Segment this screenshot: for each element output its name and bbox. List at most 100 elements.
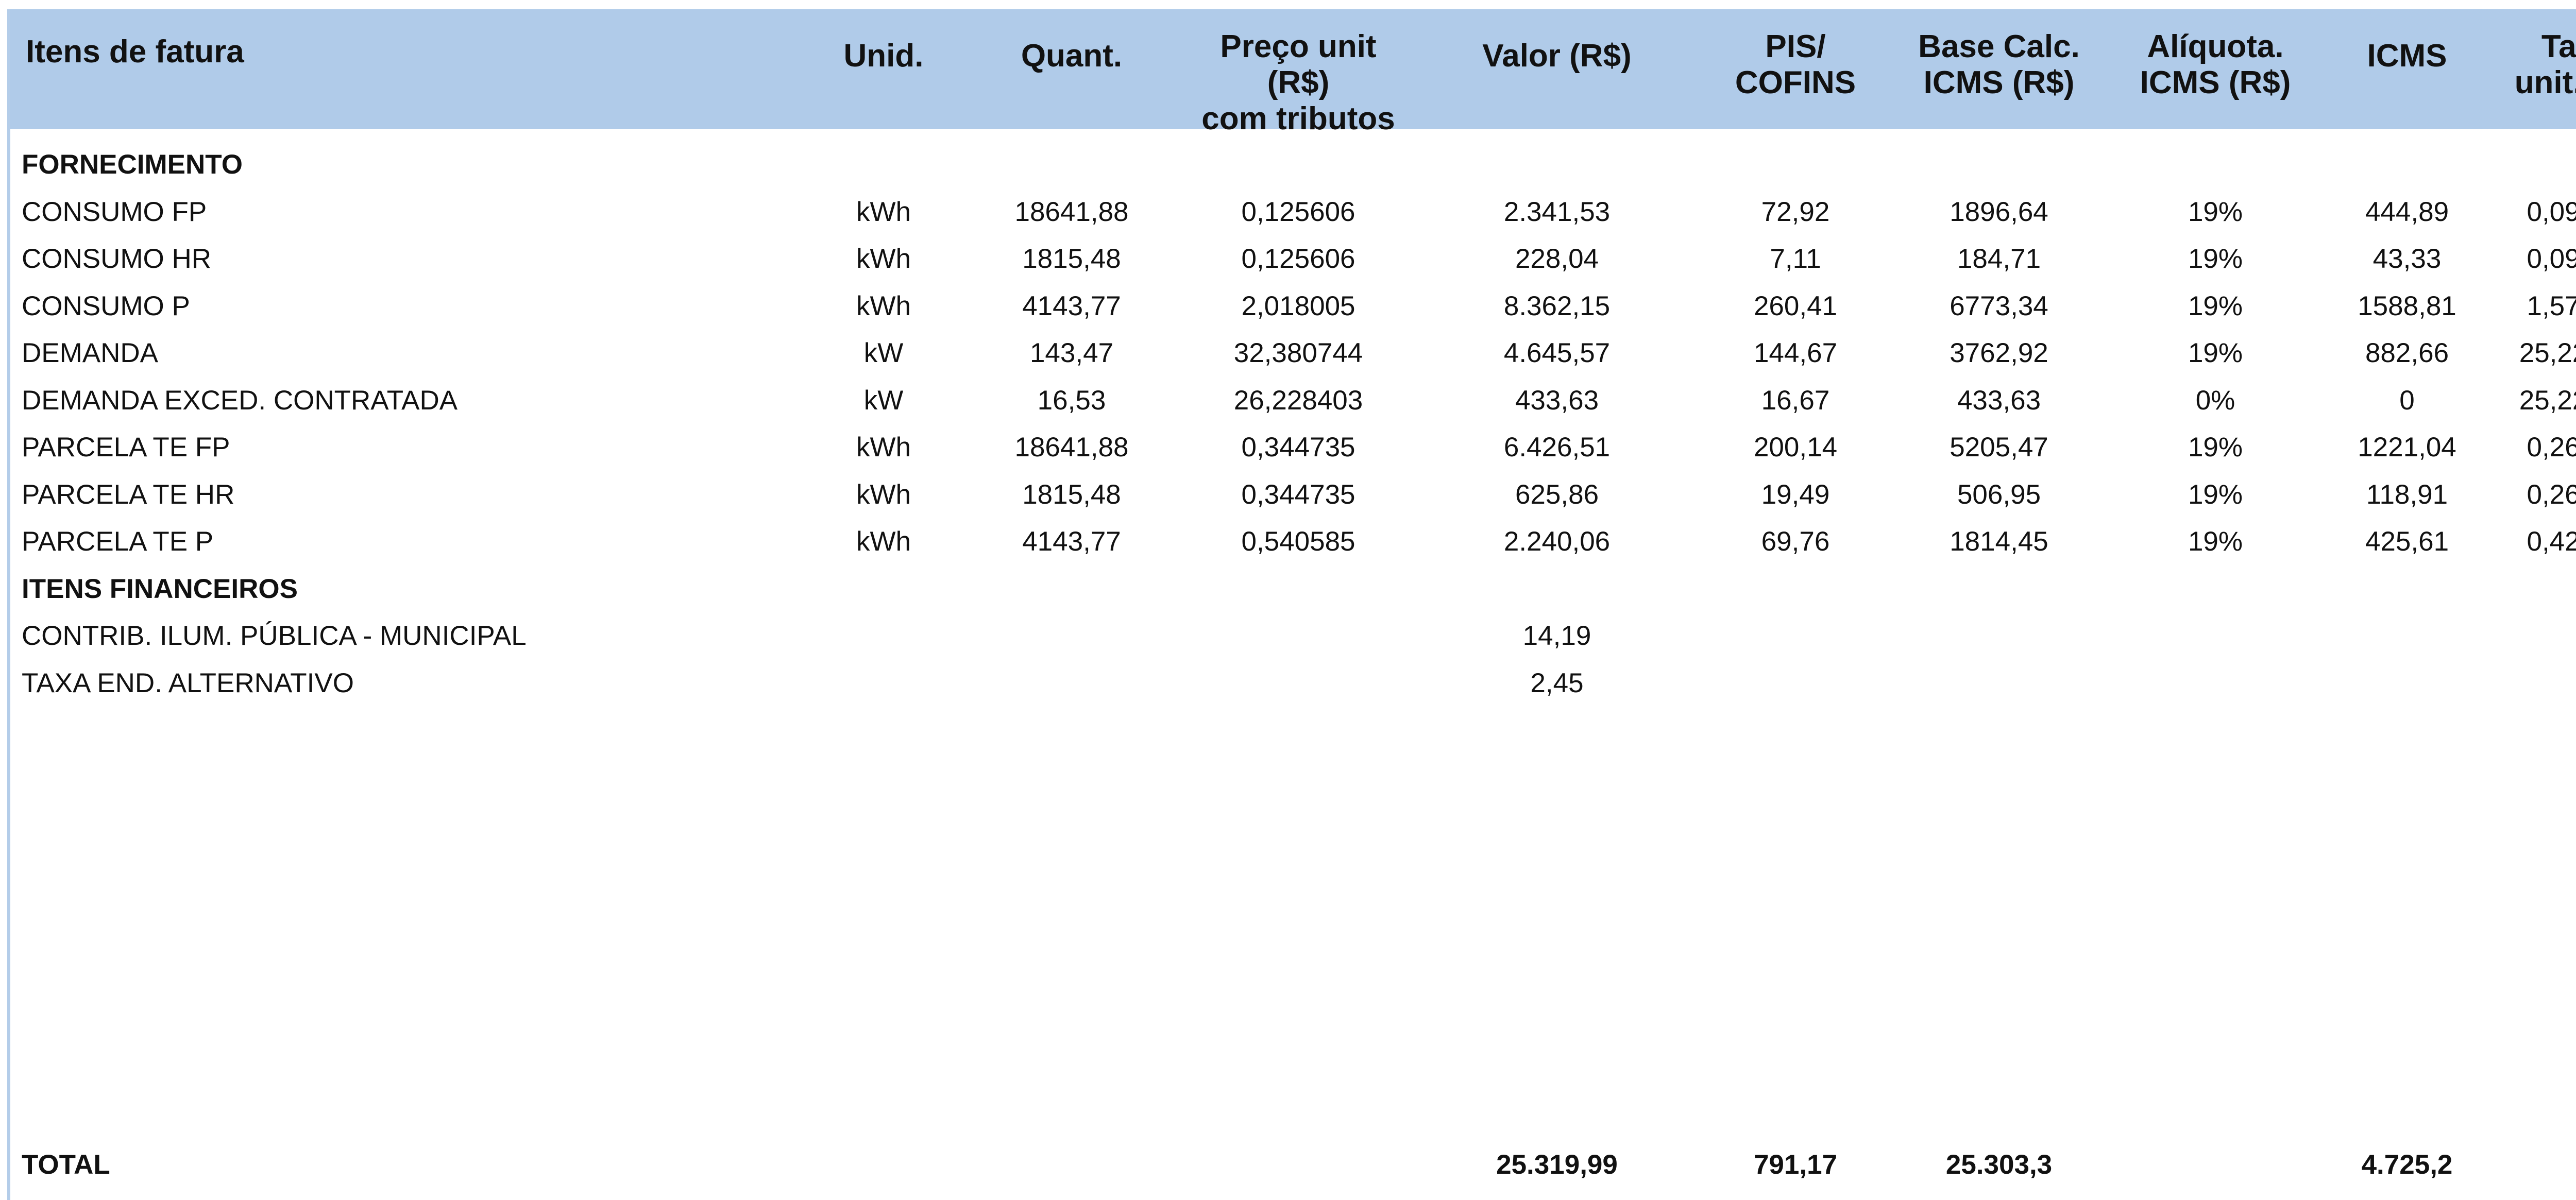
cell-icms-base: 25.303,3 <box>1945 1150 2053 1180</box>
table-row: PARCELA TE P kWh 4143,77 0,540585 2.240,06 69… <box>10 518 2576 565</box>
cell-unit: kW <box>863 385 904 416</box>
cell-quantity: 4143,77 <box>1022 290 1121 321</box>
cell-icms-base: 6773,34 <box>1950 290 2048 321</box>
cell-icms: 882,66 <box>2365 338 2449 368</box>
cell-value: 6.426,51 <box>1503 432 1611 462</box>
table-row: TAXA END. ALTERNATIVO 2,45 <box>10 660 2576 707</box>
cell-unit: kW <box>863 338 904 368</box>
cell-icms: 1221,04 <box>2358 432 2456 462</box>
cell-unit-price: 0,344735 <box>1241 479 1355 510</box>
cell-icms: 4.725,2 <box>2361 1150 2453 1180</box>
table-frame <box>7 9 2576 1200</box>
cell-quantity: 18641,88 <box>1014 196 1129 227</box>
cell-value: 625,86 <box>1515 479 1599 510</box>
table-row: DEMANDA kW 143,47 32,380744 4.645,57 144,67 37… <box>10 330 2576 376</box>
cell-pis-cofins: 72,92 <box>1761 196 1830 227</box>
cell-unit-price: 32,380744 <box>1233 338 1363 368</box>
cell-icms-rate: 0% <box>2195 385 2235 416</box>
header-icms: ICMS <box>2367 38 2447 74</box>
table-row: CONSUMO FP kWh 18641,88 0,125606 2.341,53 72,… <box>10 188 2576 235</box>
header-icms-rate: Alíquota. ICMS (R$) <box>2140 29 2291 100</box>
cell-unit-price: 0,540585 <box>1241 526 1355 557</box>
header-quantity: Quant. <box>1021 38 1123 74</box>
cell-unit-tariff: 0,268500 <box>2527 479 2576 510</box>
cell-description: CONSUMO HR <box>22 244 212 274</box>
cell-icms: 118,91 <box>2366 479 2448 510</box>
cell-unit-tariff: 25,220000 <box>2519 385 2576 416</box>
cell-icms-rate: 19% <box>2188 479 2243 510</box>
cell-unit-tariff: 0,421040 <box>2527 526 2576 557</box>
cell-value: 25.319,99 <box>1496 1150 1618 1180</box>
table-header: Itens de fatura Unid. Quant. Preço unit (R$… <box>7 9 2576 136</box>
cell-icms-rate: 19% <box>2188 526 2243 557</box>
cell-value: 14,19 <box>1522 621 1591 651</box>
cell-icms-base: 184,71 <box>1957 244 2041 274</box>
cell-pis-cofins: 791,17 <box>1753 1150 1838 1180</box>
cell-pis-cofins: 69,76 <box>1761 526 1830 557</box>
cell-icms: 43,33 <box>2372 244 2442 274</box>
total-row: TOTAL 25.319,99 791,17 25.303,3 4.725,2 <box>10 1141 2576 1188</box>
cell-icms-base: 5205,47 <box>1950 432 2048 462</box>
cell-description: TOTAL <box>22 1150 110 1180</box>
cell-pis-cofins: 19,49 <box>1761 479 1830 510</box>
cell-pis-cofins: 7,11 <box>1770 244 1821 274</box>
cell-quantity: 1815,48 <box>1022 479 1121 510</box>
cell-quantity: 16,53 <box>1037 385 1106 416</box>
cell-unit-price: 2,018005 <box>1241 290 1355 321</box>
cell-unit-price: 26,228403 <box>1233 385 1363 416</box>
cell-icms-rate: 19% <box>2188 338 2243 368</box>
cell-value: 2.341,53 <box>1503 196 1611 227</box>
cell-icms-rate: 19% <box>2188 290 2243 321</box>
cell-icms-base: 506,95 <box>1957 479 2041 510</box>
cell-icms: 444,89 <box>2365 196 2449 227</box>
cell-quantity: 4143,77 <box>1022 526 1121 557</box>
cell-description: CONSUMO FP <box>22 196 207 227</box>
cell-value: 4.645,57 <box>1503 338 1611 368</box>
cell-pis-cofins: 144,67 <box>1753 338 1838 368</box>
cell-description: CONTRIB. ILUM. PÚBLICA - MUNICIPAL <box>22 621 527 651</box>
cell-unit: kWh <box>856 432 911 462</box>
cell-unit: kWh <box>856 290 911 321</box>
cell-unit-price: 0,125606 <box>1241 244 1355 274</box>
cell-description: PARCELA TE FP <box>22 432 230 462</box>
cell-description: CONSUMO P <box>22 290 190 321</box>
cell-value: 433,63 <box>1515 385 1599 416</box>
cell-unit: kWh <box>856 526 911 557</box>
cell-unit: kWh <box>856 479 911 510</box>
section-title: ITENS FINANCEIROS <box>22 573 298 604</box>
header-unit-price: Preço unit (R$) com tributos <box>1201 29 1395 136</box>
cell-icms-base: 1896,64 <box>1950 196 2048 227</box>
cell-value: 2.240,06 <box>1503 526 1611 557</box>
cell-description: TAXA END. ALTERNATIVO <box>22 667 354 698</box>
cell-value: 8.362,15 <box>1503 290 1611 321</box>
cell-unit-price: 0,344735 <box>1241 432 1355 462</box>
cell-quantity: 18641,88 <box>1014 432 1129 462</box>
cell-pis-cofins: 200,14 <box>1753 432 1838 462</box>
cell-value: 228,04 <box>1515 244 1599 274</box>
cell-unit-tariff: 1,571740 <box>2527 290 2576 321</box>
cell-unit-tariff: 0,268500 <box>2527 432 2576 462</box>
cell-unit-tariff: 0,097830 <box>2527 244 2576 274</box>
cell-icms-base: 3762,92 <box>1950 338 2048 368</box>
cell-unit: kWh <box>856 244 911 274</box>
cell-icms: 425,61 <box>2365 526 2449 557</box>
section-row: ITENS FINANCEIROS <box>10 565 2576 612</box>
header-unit: Unid. <box>843 38 924 74</box>
header-icms-base: Base Calc. ICMS (R$) <box>1918 29 2080 100</box>
table-row: CONSUMO HR kWh 1815,48 0,125606 228,04 7,11 18… <box>10 235 2576 282</box>
cell-icms-base: 1814,45 <box>1950 526 2048 557</box>
cell-quantity: 143,47 <box>1029 338 1114 368</box>
cell-icms-base: 433,63 <box>1957 385 2041 416</box>
section-title: FORNECIMENTO <box>22 149 243 180</box>
cell-description: DEMANDA EXCED. CONTRATADA <box>22 385 458 416</box>
cell-description: PARCELA TE P <box>22 526 214 557</box>
cell-icms-rate: 19% <box>2188 244 2243 274</box>
cell-unit-price: 0,125606 <box>1241 196 1355 227</box>
cell-unit-tariff: 0,097830 <box>2527 196 2576 227</box>
header-value: Valor (R$) <box>1482 38 1632 74</box>
header-pis-cofins: PIS/ COFINS <box>1735 29 1856 100</box>
cell-icms-rate: 19% <box>2188 432 2243 462</box>
cell-unit-tariff: 25,220000 <box>2519 338 2576 368</box>
table-row: PARCELA TE HR kWh 1815,48 0,344735 625,86 19,… <box>10 471 2576 518</box>
section-row: FORNECIMENTO <box>10 141 2576 188</box>
